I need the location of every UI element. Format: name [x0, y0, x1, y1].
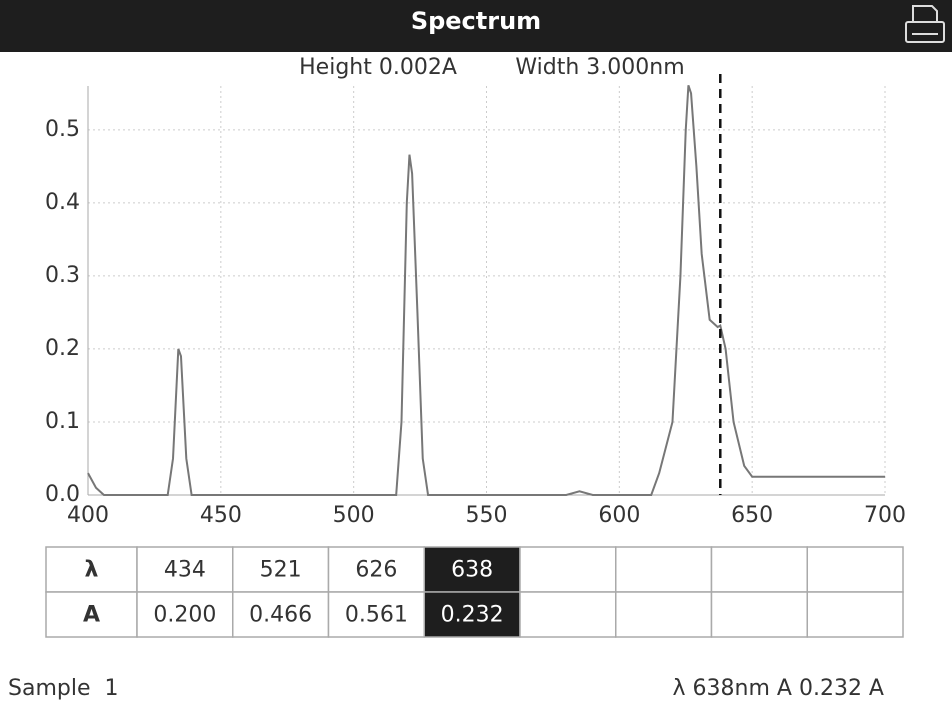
- y-tick-label: 0.5: [45, 117, 80, 142]
- title-bar: [0, 0, 952, 52]
- table-cell: [232, 591, 330, 638]
- subtitle-width: Width 3.000nm: [515, 55, 684, 80]
- y-tick-label: 0.4: [45, 190, 80, 215]
- cell-value: 0.200: [153, 603, 216, 628]
- y-tick-label: 0.1: [45, 409, 80, 434]
- print-button[interactable]: [905, 5, 945, 43]
- y-tick-label: 0.0: [45, 482, 80, 507]
- table-cell: [710, 546, 808, 593]
- sample-label: Sample 1: [8, 676, 118, 701]
- table-cell: [45, 546, 138, 593]
- table-cell: [806, 591, 904, 638]
- table-cell: [615, 591, 713, 638]
- y-tick-label: 0.2: [45, 336, 80, 361]
- table-cell: [806, 546, 904, 593]
- table-cell: [423, 591, 521, 638]
- row-header: λ: [85, 558, 99, 583]
- cell-value: 0.232: [441, 603, 504, 628]
- cell-value: 521: [260, 558, 302, 583]
- table-cell: [615, 546, 713, 593]
- cell-value: 0.561: [345, 603, 408, 628]
- spectrum-line: [87, 84, 885, 496]
- x-tick-label: 650: [731, 503, 773, 528]
- cell-value: 434: [164, 558, 206, 583]
- x-tick-label: 700: [864, 503, 906, 528]
- table-cell: [232, 546, 330, 593]
- table-cell: [519, 546, 617, 593]
- table-cell: [710, 591, 808, 638]
- y-tick-label: 0.3: [45, 263, 80, 288]
- x-tick-label: 450: [200, 503, 242, 528]
- table-cell: [519, 591, 617, 638]
- x-tick-label: 400: [67, 503, 109, 528]
- table-cell: [327, 546, 425, 593]
- cell-value: 638: [451, 558, 493, 583]
- reading: λ 638nm A 0.232 A: [673, 676, 884, 701]
- cell-value: 0.466: [249, 603, 312, 628]
- cell-value: 626: [355, 558, 397, 583]
- table-cell: [45, 591, 138, 638]
- x-tick-label: 550: [466, 503, 508, 528]
- table-cell: [327, 591, 425, 638]
- row-header: A: [83, 603, 100, 628]
- x-tick-label: 600: [598, 503, 640, 528]
- x-tick-label: 500: [333, 503, 375, 528]
- table-cell: [423, 546, 521, 593]
- title: Spectrum: [411, 7, 541, 35]
- subtitle-height: Height 0.002A: [299, 55, 457, 80]
